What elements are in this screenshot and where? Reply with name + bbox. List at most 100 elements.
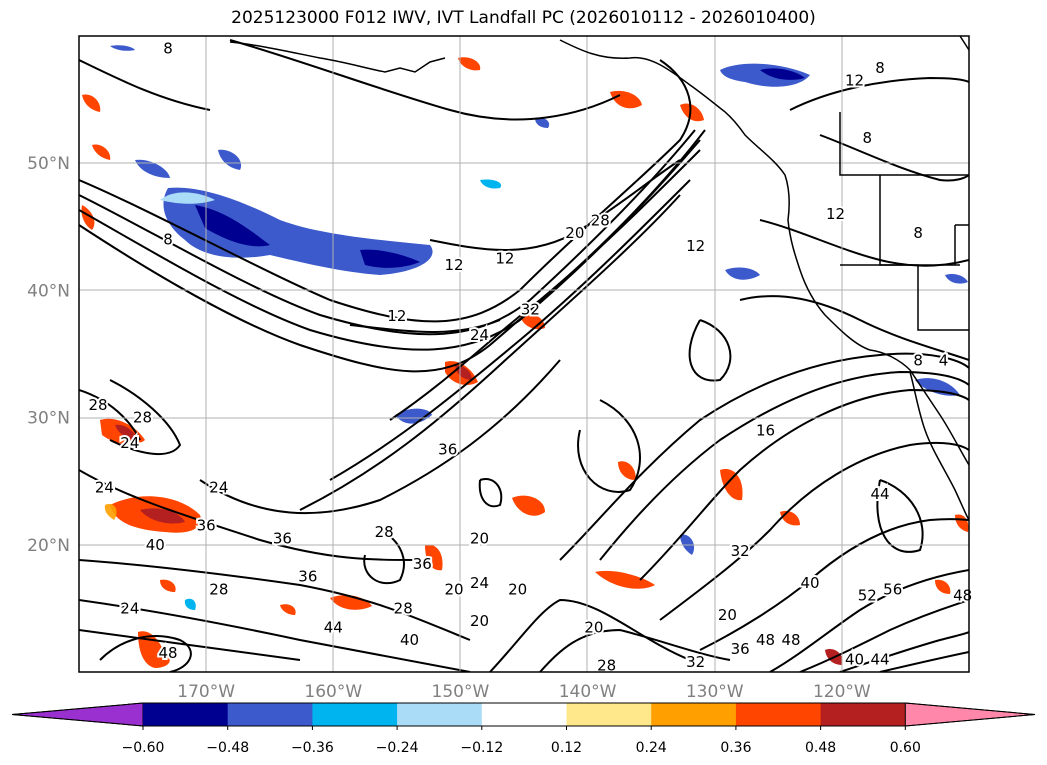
lat-label: 40°N	[27, 281, 70, 301]
colorbar-segment	[820, 703, 906, 726]
lat-label: 20°N	[27, 536, 70, 556]
contour-label-halo: 12	[686, 237, 705, 255]
contour-label-halo: 28	[597, 657, 616, 675]
contour-label: 36	[197, 517, 216, 535]
contour-label-halo: 28	[133, 409, 152, 427]
colorbar-tick-label: −0.60	[122, 740, 165, 756]
contour-label-halo: 24	[470, 326, 489, 344]
contour-label: 24	[120, 434, 139, 452]
contour-label-halo: 24	[470, 574, 489, 592]
colorbar-segment	[651, 703, 737, 726]
contour-label: 20	[470, 612, 489, 630]
colorbar: −0.60 −0.48 −0.36 −0.24 −0.12 0.12 0.24 0.36 0.4…	[11, 702, 1036, 756]
contour-label: 20	[508, 580, 527, 598]
contour-label: 48	[781, 631, 800, 649]
colorbar-segment	[566, 703, 652, 726]
contour-label-halo: 28	[394, 599, 413, 617]
contour-label-halo: 24	[120, 599, 139, 617]
colorbar-segment	[227, 703, 313, 726]
contour-label: 24	[95, 479, 114, 497]
contour-label: 32	[521, 300, 540, 318]
contour-label-halo: 28	[375, 523, 394, 541]
contour-label: 24	[470, 326, 489, 344]
contour-label-halo: 44	[870, 485, 889, 503]
contour-label: 12	[495, 250, 514, 268]
longitude-labels: 170°W 160°W 150°W 140°W 130°W 120°W	[177, 682, 871, 702]
contour-label: 36	[413, 555, 432, 573]
contour-label-halo: 44	[324, 618, 343, 636]
contour-label-halo: 52	[858, 587, 877, 605]
contour-label-halo: 28	[591, 211, 610, 229]
contour-label-halo: 4	[939, 351, 949, 369]
contour-label: 44	[870, 650, 889, 668]
contour-label: 40	[400, 631, 419, 649]
contour-label: 20	[584, 618, 603, 636]
contour-label-halo: 8	[913, 224, 923, 242]
colorbar-tick-label: 0.24	[636, 740, 667, 756]
contour-label-halo: 8	[913, 351, 923, 369]
contour-label-halo: 12	[826, 205, 845, 223]
contour-label-halo: 40	[146, 536, 165, 554]
contour-label: 24	[470, 574, 489, 592]
contour-label: 8	[875, 59, 885, 77]
colorbar-tick-label: 0.60	[890, 740, 921, 756]
colorbar-tick-label: 0.12	[551, 740, 582, 756]
contour-label-halo: 48	[158, 644, 177, 662]
contour-label: 28	[597, 657, 616, 675]
lon-label: 160°W	[304, 682, 362, 702]
contour-label: 32	[731, 542, 750, 560]
contour-label-halo: 36	[298, 568, 317, 586]
lat-label: 30°N	[27, 409, 70, 429]
contour-label: 20	[470, 529, 489, 547]
contour-label: 28	[394, 599, 413, 617]
contour-label: 4	[939, 351, 949, 369]
colorbar-max-extension	[904, 702, 1036, 727]
lon-label: 140°W	[559, 682, 617, 702]
contour-label-halo: 40	[845, 650, 864, 668]
contour-label-halo: 56	[883, 580, 902, 598]
contour-label-halo: 48	[781, 631, 800, 649]
contour-label: 8	[913, 351, 923, 369]
contour-label: 8	[163, 231, 173, 249]
contour-label: 52	[858, 587, 877, 605]
contour-label: 12	[826, 205, 845, 223]
contour-label-halo: 8	[163, 40, 173, 58]
contour-label: 28	[591, 211, 610, 229]
map-title: 2025123000 F012 IWV, IVT Landfall PC (20…	[231, 8, 816, 28]
colorbar-tick-label: 0.48	[805, 740, 836, 756]
contour-label-halo: 36	[731, 640, 750, 658]
contour-label-halo: 20	[584, 618, 603, 636]
contour-label: 28	[375, 523, 394, 541]
iwv-contours	[79, 39, 969, 672]
colorbar-segment	[143, 703, 229, 726]
graticule	[79, 36, 969, 672]
lon-label: 120°W	[813, 682, 871, 702]
contour-label: 12	[686, 237, 705, 255]
lon-label: 170°W	[177, 682, 235, 702]
contour-label: 56	[883, 580, 902, 598]
contour-label-halo: 48	[756, 631, 775, 649]
contour-label-halo: 40	[400, 631, 419, 649]
contour-label-halo: 36	[273, 529, 292, 547]
contour-label: 40	[146, 536, 165, 554]
contour-label-halo: 36	[197, 517, 216, 535]
contour-label-halo: 20	[470, 529, 489, 547]
contour-label: 8	[163, 40, 173, 58]
contour-label: 40	[845, 650, 864, 668]
colorbar-tick-label: −0.36	[291, 740, 334, 756]
contour-label-halo: 12	[495, 250, 514, 268]
colorbar-tick-label: 0.36	[720, 740, 751, 756]
map-frame	[78, 35, 970, 673]
pc-shading-positive	[81, 57, 969, 668]
contour-label-halo: 12	[445, 256, 464, 274]
contour-label: 32	[686, 653, 705, 671]
contour-label-halo: 32	[521, 300, 540, 318]
contour-label-halo: 24	[209, 479, 228, 497]
contour-label: 8	[863, 129, 873, 147]
lat-label: 50°N	[27, 154, 70, 174]
contour-label: 24	[120, 599, 139, 617]
contour-label-halo: 36	[438, 440, 457, 458]
contour-label: 20	[445, 580, 464, 598]
contour-label-halo: 44	[870, 650, 889, 668]
